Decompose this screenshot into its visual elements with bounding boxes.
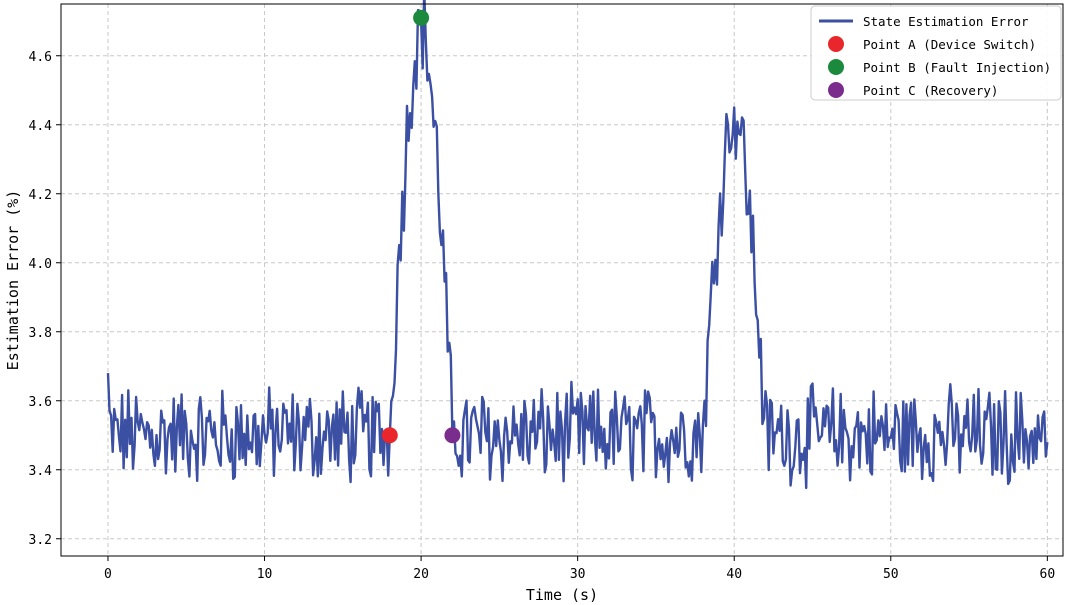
legend: State Estimation Error Point A (Device Sw… [810,5,1062,101]
x-axis: 0 10 20 30 40 50 60 [104,556,1055,582]
legend-label: Point B (Fault Injection) [863,60,1051,75]
y-axis: 3.2 3.4 3.6 3.8 4.0 4.2 4.4 4.6 [29,50,61,548]
x-axis-title: Time (s) [526,586,598,604]
x-tick-label: 60 [1040,567,1056,582]
y-tick-label: 4.2 [29,188,52,203]
marker-point-c [444,427,461,444]
x-tick-label: 20 [413,567,429,582]
x-tick-label: 50 [883,567,899,582]
legend-dot-swatch [828,59,844,75]
legend-box [810,5,1062,101]
y-axis-title: Estimation Error (%) [4,190,22,371]
legend-dot-swatch [828,36,844,52]
y-tick-label: 4.0 [29,257,52,272]
legend-label: Point A (Device Switch) [863,37,1036,52]
series-line-state-estimation-error [106,0,1049,490]
y-tick-label: 3.8 [29,326,52,341]
x-tick-label: 0 [104,567,112,582]
y-tick-label: 3.2 [29,533,52,548]
legend-label: State Estimation Error [863,14,1029,29]
x-tick-label: 30 [570,567,586,582]
y-tick-label: 3.6 [29,395,52,410]
legend-dot-swatch [828,82,844,98]
marker-point-a [381,427,398,444]
y-tick-label: 4.4 [29,119,53,134]
x-tick-label: 40 [726,567,742,582]
plot-frame [60,3,1064,557]
x-tick-label: 10 [257,567,273,582]
legend-label: Point C (Recovery) [863,83,998,98]
marker-point-b [413,9,430,26]
y-tick-label: 3.4 [29,464,53,479]
y-tick-label: 4.6 [29,50,52,65]
